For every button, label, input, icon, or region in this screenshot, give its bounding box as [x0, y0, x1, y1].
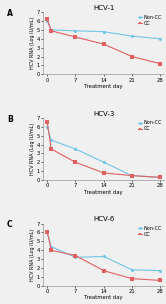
Legend: Non-CC, CC: Non-CC, CC: [138, 15, 162, 26]
Line: Non-CC: Non-CC: [46, 231, 162, 272]
Legend: Non-CC, CC: Non-CC, CC: [138, 226, 162, 237]
X-axis label: Treatment day: Treatment day: [84, 190, 123, 195]
CC: [159, 176, 161, 179]
Non-CC: [103, 255, 105, 258]
Non-CC: [50, 138, 52, 142]
Non-CC: [75, 255, 77, 259]
CC: [75, 254, 77, 257]
Non-CC: [46, 125, 48, 129]
Y-axis label: HCV RNA (Log IU/mL): HCV RNA (Log IU/mL): [30, 123, 35, 175]
Text: C: C: [7, 220, 12, 230]
Non-CC: [103, 161, 105, 164]
Non-CC: [159, 37, 161, 41]
X-axis label: Treatment day: Treatment day: [84, 295, 123, 300]
Y-axis label: HCV RNA (Log IU/mL): HCV RNA (Log IU/mL): [30, 229, 35, 281]
Non-CC: [131, 268, 133, 271]
Non-CC: [50, 245, 52, 248]
Non-CC: [50, 28, 52, 32]
CC: [46, 120, 48, 124]
Non-CC: [103, 30, 105, 33]
Title: HCV-1: HCV-1: [93, 5, 114, 11]
CC: [131, 55, 133, 58]
Line: Non-CC: Non-CC: [46, 125, 162, 179]
CC: [46, 17, 48, 21]
CC: [131, 277, 133, 281]
Line: CC: CC: [46, 230, 162, 282]
Non-CC: [159, 269, 161, 272]
Non-CC: [46, 19, 48, 23]
CC: [159, 62, 161, 65]
Non-CC: [131, 174, 133, 178]
Non-CC: [131, 34, 133, 38]
CC: [50, 248, 52, 252]
CC: [46, 230, 48, 233]
CC: [75, 35, 77, 39]
Line: CC: CC: [46, 18, 162, 65]
CC: [103, 42, 105, 46]
CC: [103, 171, 105, 175]
Non-CC: [159, 176, 161, 179]
Y-axis label: HCV RNA (Log IU/mL): HCV RNA (Log IU/mL): [30, 17, 35, 69]
CC: [103, 269, 105, 272]
Text: A: A: [7, 9, 13, 18]
Title: HCV-6: HCV-6: [93, 216, 114, 223]
Non-CC: [75, 29, 77, 33]
CC: [75, 161, 77, 164]
Legend: Non-CC, CC: Non-CC, CC: [138, 120, 162, 131]
Non-CC: [75, 147, 77, 151]
Non-CC: [46, 231, 48, 234]
CC: [50, 147, 52, 151]
Line: CC: CC: [46, 121, 162, 179]
Text: B: B: [7, 115, 13, 124]
CC: [50, 29, 52, 33]
Title: HCV-3: HCV-3: [93, 111, 114, 117]
Line: Non-CC: Non-CC: [46, 19, 162, 40]
X-axis label: Treatment day: Treatment day: [84, 84, 123, 89]
CC: [159, 278, 161, 282]
CC: [131, 174, 133, 178]
